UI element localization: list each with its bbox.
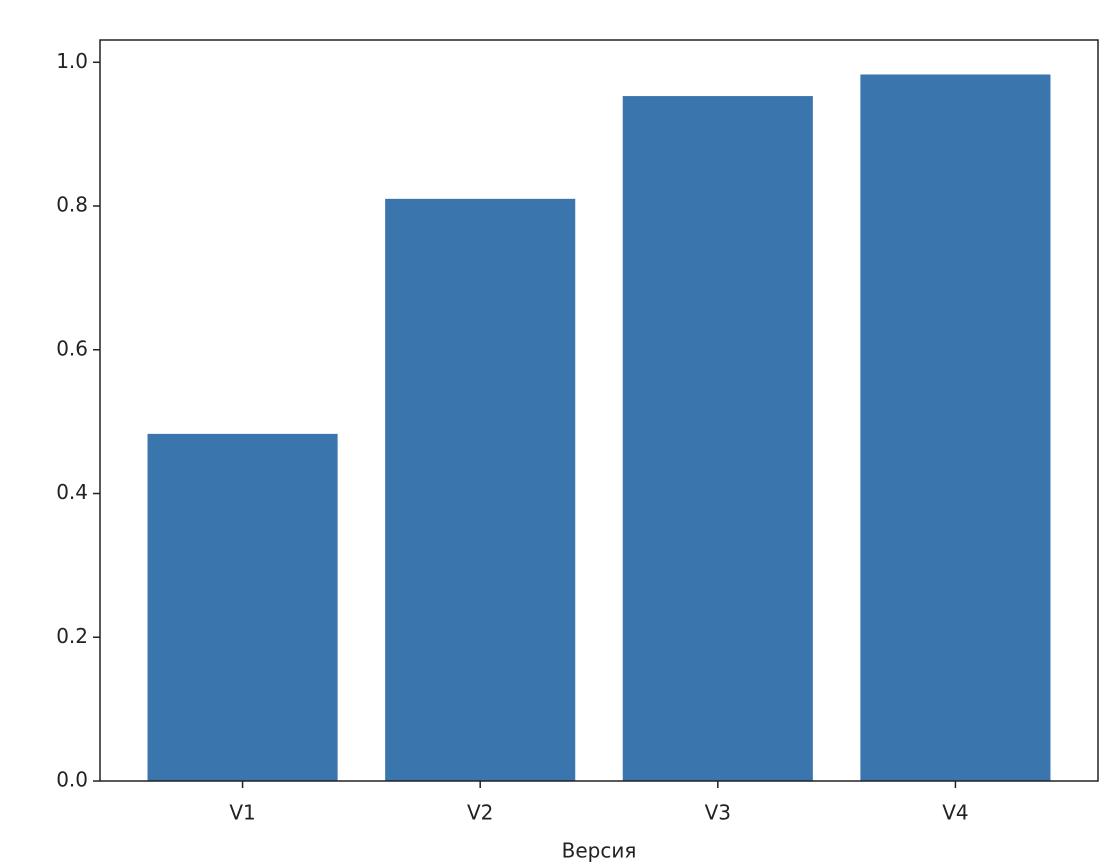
- y-tick-label: 0.2: [56, 624, 88, 648]
- x-tick-label: V4: [942, 801, 968, 825]
- y-tick-label: 0.4: [56, 480, 88, 504]
- bar: [385, 198, 576, 782]
- bar: [147, 433, 338, 781]
- x-tick-label: V3: [705, 801, 731, 825]
- y-tick-label: 1.0: [56, 49, 88, 73]
- plot-frame: [99, 39, 1099, 782]
- x-axis-label: Версия: [562, 839, 637, 863]
- bar: [860, 74, 1051, 782]
- x-tick-label: V1: [229, 801, 255, 825]
- y-tick-label: 0.0: [56, 768, 88, 792]
- x-tick-label: V2: [467, 801, 493, 825]
- y-tick-label: 0.6: [56, 336, 88, 360]
- y-tick-label: 0.8: [56, 193, 88, 217]
- bar: [622, 96, 813, 782]
